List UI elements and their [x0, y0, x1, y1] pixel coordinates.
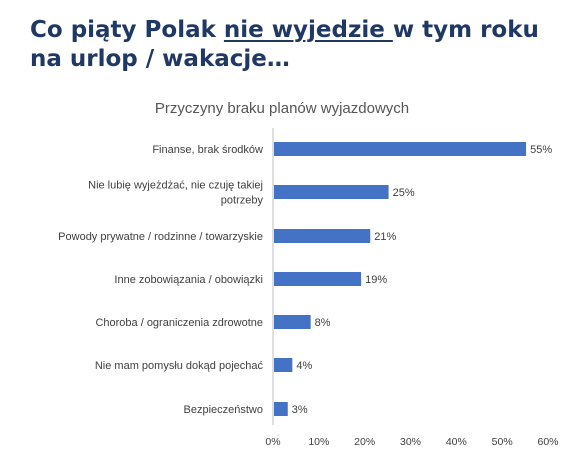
bar-0 [274, 142, 527, 156]
slide-title: Co piąty Polak nie wyjedzie w tym roku n… [30, 16, 550, 74]
slide-title-part2: w tym roku na urlop / wakacje… [30, 17, 539, 72]
data-label-6: 3% [292, 404, 308, 416]
slide-title-part1: Co piąty Polak [30, 17, 224, 43]
bar-2 [274, 229, 371, 243]
x-tick-label-1: 10% [308, 436, 329, 448]
data-label-5: 4% [296, 360, 312, 372]
data-label-3: 19% [365, 274, 387, 286]
category-label-2: Powody prywatne / rodzinne / towarzyskie [58, 231, 263, 243]
category-label-6: Bezpieczeństwo [184, 404, 264, 416]
bar-6 [274, 402, 288, 416]
x-tick-label-3: 30% [400, 436, 421, 448]
slide-title-emphasis: nie wyjedzie [223, 17, 393, 43]
bar-3 [274, 272, 362, 286]
category-label-4: Choroba / ograniczenia zdrowotne [95, 317, 263, 329]
category-label-5: Nie mam pomysłu dokąd pojechać [95, 360, 264, 372]
x-tick-label-0: 0% [265, 436, 280, 448]
chart-title: Przyczyny braku planów wyjazdowych [154, 100, 410, 117]
bar-1 [274, 185, 389, 199]
x-tick-label-2: 20% [354, 436, 375, 448]
bar-4 [274, 315, 311, 329]
data-label-4: 8% [315, 317, 331, 329]
category-label-0: Finanse, brak środków [152, 144, 263, 156]
x-tick-label-6: 60% [537, 436, 558, 448]
x-tick-label-5: 50% [492, 436, 513, 448]
data-label-2: 21% [374, 231, 396, 243]
data-label-0: 55% [530, 144, 552, 156]
bar-5 [274, 358, 293, 372]
category-label-3: Inne zobowiązania / obowiązki [114, 274, 263, 286]
x-tick-label-4: 40% [446, 436, 467, 448]
category-label-1-line-0: Nie lubię wyjeżdżać, nie czuję takiej [88, 180, 263, 192]
data-label-1: 25% [393, 187, 415, 199]
category-label-1-line-1: potrzeby [221, 195, 264, 207]
